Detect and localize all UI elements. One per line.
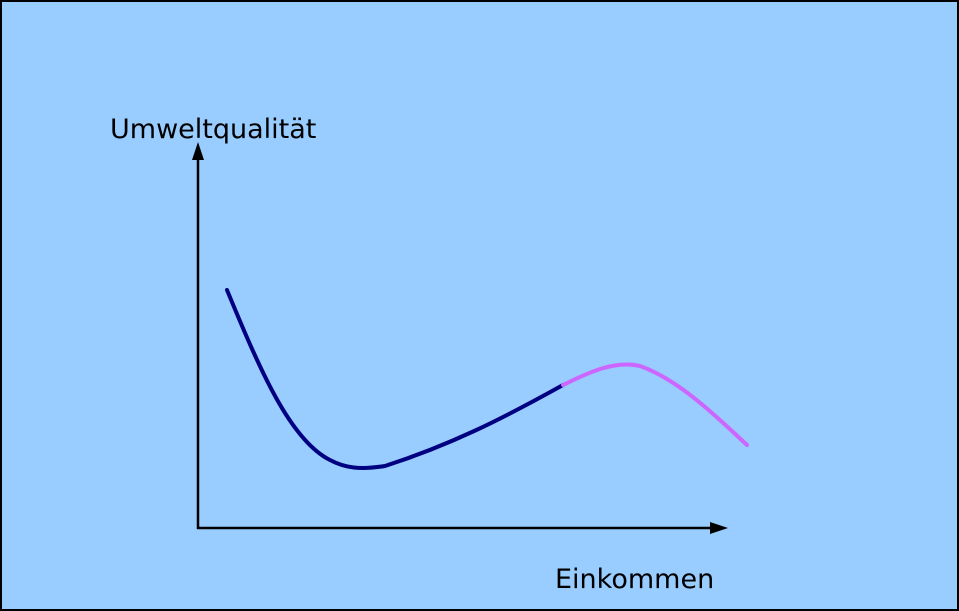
x-axis-label: Einkommen (555, 564, 714, 595)
x-axis-arrow (710, 522, 728, 534)
curve-falling-rising (225, 288, 565, 470)
y-axis-arrow (192, 142, 204, 160)
curve-rising-falling (561, 362, 749, 447)
y-axis-label: Umweltqualität (110, 114, 316, 145)
